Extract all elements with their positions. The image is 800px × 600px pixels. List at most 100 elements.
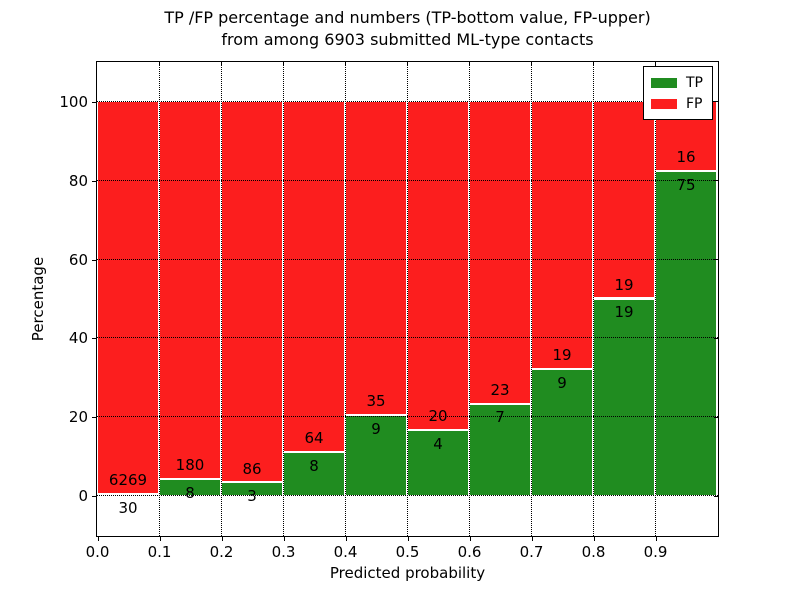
tick-mark-top xyxy=(593,62,594,66)
gridline-vertical xyxy=(592,62,594,536)
bar-label-tp: 9 xyxy=(557,373,567,392)
tick-mark-bottom xyxy=(407,537,409,541)
bar-label-fp: 19 xyxy=(614,275,634,294)
bar-segment-tp xyxy=(531,368,593,496)
x-tick-label: 0.8 xyxy=(581,543,606,561)
x-tick-label: 0.6 xyxy=(457,543,482,561)
gridline-vertical xyxy=(344,62,346,536)
bar-segment-fp xyxy=(531,101,593,369)
bar-label-tp: 8 xyxy=(185,483,195,502)
gridline-horizontal xyxy=(97,337,718,339)
gridline-vertical xyxy=(530,62,532,536)
tick-mark-left xyxy=(92,101,96,103)
gridline-vertical xyxy=(468,62,470,536)
gridline-horizontal xyxy=(97,179,718,181)
gridline-vertical xyxy=(282,62,284,536)
tick-mark-right xyxy=(714,259,718,261)
tick-mark-top xyxy=(221,62,222,66)
tick-mark-top xyxy=(407,62,408,66)
bar-label-fp: 180 xyxy=(175,456,205,474)
y-tick-label: 40 xyxy=(68,329,88,348)
gridline-horizontal xyxy=(97,258,718,260)
gridline-horizontal xyxy=(97,495,718,497)
tick-mark-top xyxy=(159,62,160,66)
tick-mark-left xyxy=(92,259,96,261)
bar-label-fp: 6269 xyxy=(108,470,148,489)
y-tick-label: 100 xyxy=(59,92,88,111)
tick-mark-top xyxy=(531,62,532,66)
tick-mark-right xyxy=(714,337,718,339)
tick-mark-right xyxy=(714,416,718,418)
tick-mark-bottom xyxy=(593,537,595,541)
bar-label-tp: 3 xyxy=(247,487,257,506)
tick-mark-bottom xyxy=(283,537,285,541)
legend-entry-tp: TP xyxy=(651,72,703,93)
x-tick-label: 0.4 xyxy=(333,543,358,561)
x-tick-label: 0.9 xyxy=(643,543,668,561)
bar-segment-tp xyxy=(655,170,717,496)
tick-mark-top xyxy=(469,62,470,66)
legend: TP FP xyxy=(643,66,713,120)
bar-label-fp: 86 xyxy=(242,459,262,478)
bar-label-fp: 64 xyxy=(304,428,324,447)
bar-label-fp: 16 xyxy=(676,147,696,166)
gridline-vertical xyxy=(406,62,408,536)
bar-segment-fp xyxy=(283,101,345,452)
tick-mark-bottom xyxy=(531,537,533,541)
bar-label-tp: 19 xyxy=(614,303,634,322)
x-tick-label: 0.7 xyxy=(519,543,544,561)
legend-label-tp: TP xyxy=(686,74,703,91)
tick-mark-bottom xyxy=(345,537,347,541)
plot-area: 6269 30 180 8 86 3 64 8 35 9 20 4 23 7 19 9 19 19 16 75 TP … xyxy=(96,61,719,537)
bar-segment-fp xyxy=(345,101,407,415)
y-tick-label: 20 xyxy=(68,408,88,427)
legend-label-fp: FP xyxy=(686,95,703,112)
x-tick-label: 0.3 xyxy=(271,543,296,561)
gridline-vertical xyxy=(654,62,656,536)
x-axis-label: Predicted probability xyxy=(329,564,486,582)
tick-mark-bottom xyxy=(469,537,471,541)
gridline-horizontal xyxy=(97,100,718,102)
bar-label-fp: 35 xyxy=(366,392,386,411)
bar-segment-tp xyxy=(593,298,655,496)
y-tick-label: 80 xyxy=(68,171,88,190)
tick-mark-left xyxy=(92,496,96,498)
tick-mark-top xyxy=(283,62,284,66)
tick-mark-bottom xyxy=(221,537,223,541)
x-tick-label: 0.0 xyxy=(85,543,110,561)
x-tick-label: 0.1 xyxy=(147,543,172,561)
tick-mark-top xyxy=(345,62,346,66)
bar-segment-fp xyxy=(221,101,283,483)
bar-label-tp: 4 xyxy=(433,434,443,453)
chart-title: TP /FP percentage and numbers (TP-bottom… xyxy=(96,7,719,51)
bar-segment-fp xyxy=(593,101,655,299)
gridline-vertical xyxy=(220,62,222,536)
fp-color-swatch xyxy=(651,98,677,109)
y-tick-label: 60 xyxy=(68,250,88,269)
x-tick-label: 0.2 xyxy=(209,543,234,561)
tp-color-swatch xyxy=(651,77,677,88)
tick-mark-right xyxy=(714,495,718,497)
tick-mark-left xyxy=(92,338,96,340)
bar-label-tp: 30 xyxy=(118,498,138,517)
tick-mark-top xyxy=(655,62,656,66)
tick-mark-right xyxy=(714,101,718,103)
bar-label-tp: 7 xyxy=(495,408,505,427)
bar-segment-fp xyxy=(97,101,159,494)
gridline-horizontal xyxy=(97,416,718,418)
bar-segment-tp xyxy=(283,451,345,496)
bar-segment-tp xyxy=(469,403,531,496)
bar-label-tp: 75 xyxy=(676,175,696,194)
legend-entry-fp: FP xyxy=(651,93,703,114)
bar-segment-fp xyxy=(159,101,221,479)
bar-label-tp: 8 xyxy=(309,456,319,475)
bar-label-fp: 19 xyxy=(552,346,572,365)
bar-segment-fp xyxy=(469,101,531,404)
bar-segment-tp xyxy=(407,429,469,496)
tick-mark-left xyxy=(92,180,96,182)
chart-title-line1: TP /FP percentage and numbers (TP-bottom… xyxy=(164,8,651,27)
bar-segment-fp xyxy=(407,101,469,430)
tick-mark-left xyxy=(92,417,96,419)
tick-mark-bottom xyxy=(655,537,657,541)
